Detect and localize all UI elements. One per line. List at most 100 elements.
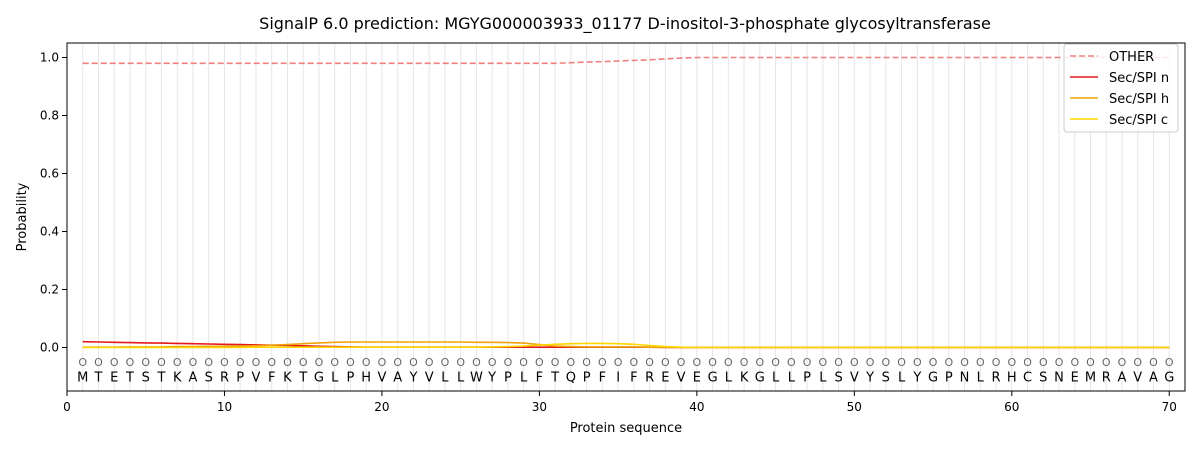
x-tick-label: 10 bbox=[217, 400, 232, 414]
residue-label: A bbox=[1118, 371, 1127, 386]
residue-label: E bbox=[661, 371, 669, 386]
residue-label: V bbox=[677, 371, 686, 386]
region-label: O bbox=[519, 356, 528, 369]
residue-label: F bbox=[630, 371, 637, 386]
region-label: O bbox=[157, 356, 166, 369]
legend-box bbox=[1063, 43, 1179, 133]
residue-label: T bbox=[298, 371, 307, 386]
residue-label: G bbox=[708, 371, 718, 386]
residue-label: A bbox=[1149, 371, 1158, 386]
residue-label: H bbox=[361, 371, 371, 386]
residue-label: L bbox=[441, 371, 449, 386]
region-label: O bbox=[992, 356, 1001, 369]
region-label: O bbox=[409, 356, 418, 369]
residue-label: E bbox=[693, 371, 701, 386]
legend: OTHER Sec/SPI n Sec/SPI h Sec/SPI c bbox=[1063, 43, 1179, 133]
residue-label: G bbox=[314, 371, 324, 386]
grid bbox=[82, 43, 1170, 391]
residue-label: Y bbox=[487, 371, 496, 386]
residue-label: S bbox=[882, 371, 890, 386]
residue-label: M bbox=[1085, 371, 1096, 386]
region-label: O bbox=[929, 356, 938, 369]
residue-label: P bbox=[945, 371, 953, 386]
residue-label: F bbox=[599, 371, 606, 386]
legend-label: Sec/SPI n bbox=[1109, 71, 1169, 86]
residue-label: T bbox=[157, 371, 166, 386]
region-label: O bbox=[1070, 356, 1079, 369]
region-label: O bbox=[1149, 356, 1158, 369]
x-tick-label: 70 bbox=[1162, 400, 1177, 414]
region-label: O bbox=[787, 356, 796, 369]
x-tick-label: 20 bbox=[374, 400, 389, 414]
residue-label: L bbox=[520, 371, 528, 386]
region-label: O bbox=[283, 356, 292, 369]
residue-label: L bbox=[331, 371, 339, 386]
region-label: O bbox=[173, 356, 182, 369]
residue-label: P bbox=[236, 371, 244, 386]
region-label: O bbox=[504, 356, 513, 369]
series-lines bbox=[82, 56, 1170, 349]
residue-label: S bbox=[205, 371, 213, 386]
region-label: O bbox=[645, 356, 654, 369]
region-label: O bbox=[94, 356, 103, 369]
region-label: O bbox=[78, 356, 87, 369]
region-label: O bbox=[598, 356, 607, 369]
region-label: O bbox=[614, 356, 623, 369]
region-label: O bbox=[1118, 356, 1127, 369]
x-tick-label: 0 bbox=[63, 400, 71, 414]
region-label: O bbox=[913, 356, 922, 369]
plot-frame bbox=[66, 42, 1186, 392]
region-label: O bbox=[315, 356, 324, 369]
region-label: O bbox=[362, 356, 371, 369]
region-label: O bbox=[189, 356, 198, 369]
residue-label: V bbox=[850, 371, 859, 386]
residue-label: K bbox=[283, 371, 292, 386]
residue-label: P bbox=[803, 371, 811, 386]
residue-label: V bbox=[252, 371, 261, 386]
residue-label: T bbox=[94, 371, 103, 386]
y-tick-label: 1.0 bbox=[40, 51, 59, 65]
region-label: O bbox=[220, 356, 229, 369]
y-tick-label: 0.8 bbox=[40, 109, 59, 123]
residue-label: F bbox=[536, 371, 543, 386]
residue-label: M bbox=[77, 371, 88, 386]
y-axis-label: Probability bbox=[15, 182, 30, 251]
residue-label: L bbox=[457, 371, 465, 386]
region-label: O bbox=[582, 356, 591, 369]
residue-label: S bbox=[1039, 371, 1047, 386]
region-label: O bbox=[1039, 356, 1048, 369]
region-label: O bbox=[724, 356, 733, 369]
region-label: O bbox=[850, 356, 859, 369]
residue-label: H bbox=[1007, 371, 1017, 386]
region-label: O bbox=[393, 356, 402, 369]
region-label: O bbox=[866, 356, 875, 369]
region-label: O bbox=[346, 356, 355, 369]
residue-label: E bbox=[1071, 371, 1079, 386]
y-axis-ticks: 0.0 0.2 0.4 0.6 0.8 1.0 bbox=[40, 51, 67, 355]
region-label: O bbox=[567, 356, 576, 369]
residue-label: G bbox=[1164, 371, 1174, 386]
region-label: O bbox=[1133, 356, 1142, 369]
residue-label: V bbox=[377, 371, 386, 386]
region-label: O bbox=[267, 356, 276, 369]
region-label: O bbox=[693, 356, 702, 369]
region-label: O bbox=[1102, 356, 1111, 369]
residue-label: L bbox=[772, 371, 780, 386]
residue-label: L bbox=[898, 371, 906, 386]
region-label: O bbox=[661, 356, 670, 369]
region-label: O bbox=[425, 356, 434, 369]
region-label: O bbox=[740, 356, 749, 369]
region-label: O bbox=[330, 356, 339, 369]
residue-label: P bbox=[504, 371, 512, 386]
residue-label: G bbox=[928, 371, 938, 386]
residue-label: C bbox=[1023, 371, 1032, 386]
region-label: O bbox=[551, 356, 560, 369]
legend-label: OTHER bbox=[1109, 50, 1154, 65]
residue-label: R bbox=[992, 371, 1001, 386]
x-axis-label: Protein sequence bbox=[570, 421, 682, 436]
region-label: O bbox=[1086, 356, 1095, 369]
region-label: O bbox=[441, 356, 450, 369]
